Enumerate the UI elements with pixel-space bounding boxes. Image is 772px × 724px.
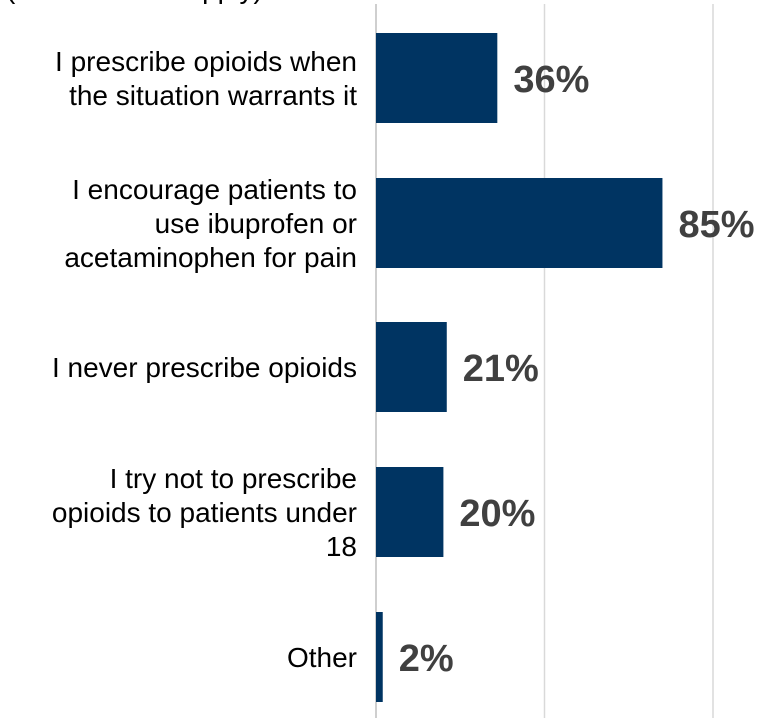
category-label-3-line-2: 18 xyxy=(326,531,357,562)
data-label-4: 2% xyxy=(399,638,454,680)
category-labels: I prescribe opioids when the situation wa… xyxy=(52,46,357,673)
category-label-1-line-1: use ibuprofen or xyxy=(155,208,357,239)
category-label-1-line-0: I encourage patients to xyxy=(72,174,357,205)
category-label-0: I prescribe opioids when the situation wa… xyxy=(55,46,357,111)
data-label-0: 36% xyxy=(513,59,589,101)
category-label-2-line-0: I never prescribe opioids xyxy=(52,352,357,383)
data-label-2: 21% xyxy=(463,348,539,390)
category-label-0-line-0: I prescribe opioids when xyxy=(55,46,357,77)
category-label-3-line-1: opioids to patients under xyxy=(52,497,357,528)
category-label-1: I encourage patients to use ibuprofen or a… xyxy=(64,174,357,273)
chart-title-fragment: (select all that apply) xyxy=(6,0,263,4)
bars xyxy=(376,33,663,702)
data-label-1: 85% xyxy=(678,204,754,246)
bar-0 xyxy=(376,33,498,123)
category-label-2: I never prescribe opioids xyxy=(52,352,357,383)
bar-4 xyxy=(376,612,383,702)
data-label-3: 20% xyxy=(459,493,535,535)
category-label-3: I try not to prescribe opioids to patient… xyxy=(52,463,357,562)
bar-2 xyxy=(376,322,447,412)
data-labels: 36% 85% 21% 20% 2% xyxy=(399,59,755,680)
category-label-3-line-0: I try not to prescribe xyxy=(110,463,357,494)
category-label-4-line-0: Other xyxy=(287,642,357,673)
bar-1 xyxy=(376,178,663,268)
category-label-0-line-1: the situation warrants it xyxy=(69,80,357,111)
category-label-4: Other xyxy=(287,642,357,673)
bar-3 xyxy=(376,467,444,557)
category-label-1-line-2: acetaminophen for pain xyxy=(64,242,357,273)
